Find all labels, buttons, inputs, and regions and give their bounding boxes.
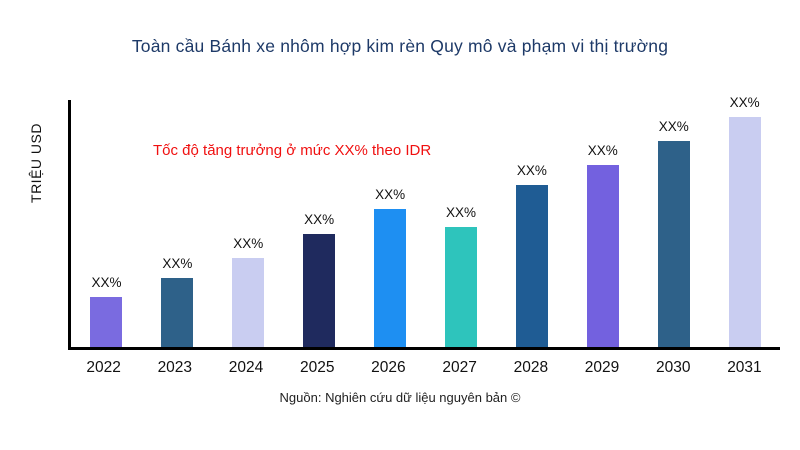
- y-axis-label: TRIỆU USD: [28, 123, 44, 203]
- bar-column: XX%: [355, 187, 426, 347]
- x-tick-label: 2028: [513, 359, 549, 376]
- x-tick-label: 2024: [228, 359, 264, 376]
- bar-column: XX%: [213, 236, 284, 347]
- bar: [657, 141, 690, 347]
- bar: [303, 234, 336, 347]
- x-tick-label: 2029: [584, 359, 620, 376]
- x-tick-label: 2031: [727, 359, 762, 376]
- bar-column: XX%: [567, 143, 638, 347]
- bar-value-label: XX%: [375, 187, 406, 202]
- chart-title: Toàn cầu Bánh xe nhôm hợp kim rèn Quy mô…: [131, 36, 669, 56]
- bar-value-label: XX%: [729, 95, 760, 110]
- bars-container: XX% XX% XX% XX% XX% XX% XX% XX% XX% XX%: [71, 95, 780, 347]
- bar-value-label: XX%: [445, 205, 476, 220]
- bar: [728, 117, 761, 347]
- bar-column: XX%: [638, 119, 709, 347]
- bar: [232, 258, 265, 347]
- bar-value-label: XX%: [658, 119, 689, 134]
- bar-value-label: XX%: [91, 275, 122, 290]
- bar-value-label: XX%: [587, 143, 618, 158]
- bar: [161, 278, 194, 347]
- bar-value-label: XX%: [516, 163, 547, 178]
- bar: [444, 227, 477, 347]
- growth-annotation: Tốc độ tăng trưởng ở mức XX% theo IDR: [153, 142, 432, 159]
- bar-column: XX%: [284, 212, 355, 347]
- x-tick-label: 2023: [157, 359, 193, 376]
- source-note: Nguồn: Nghiên cứu dữ liệu nguyên bản ©: [279, 390, 521, 405]
- bar: [586, 165, 619, 347]
- bar-value-label: XX%: [233, 236, 264, 251]
- bar-column: XX%: [496, 163, 567, 347]
- bar-column: XX%: [709, 95, 780, 347]
- bar-column: XX%: [426, 205, 497, 347]
- bar: [515, 185, 548, 347]
- bar-value-label: XX%: [162, 256, 193, 271]
- x-axis-labels: 2022 2023 2024 2025 2026 2027 2028 2029 2030 2031: [68, 353, 780, 377]
- x-tick-label: 2027: [442, 359, 477, 376]
- bar: [90, 297, 123, 347]
- x-tick-label: 2025: [299, 359, 335, 376]
- x-tick-label: 2026: [371, 359, 406, 376]
- plot-area: XX% XX% XX% XX% XX% XX% XX% XX% XX% XX% Tốc độ tă…: [68, 95, 780, 350]
- bar-column: XX%: [142, 256, 213, 347]
- x-tick-label: 2022: [86, 359, 121, 376]
- x-tick-label: 2030: [655, 359, 691, 376]
- bar-column: XX%: [71, 275, 142, 347]
- bar: [374, 209, 407, 347]
- bar-value-label: XX%: [304, 212, 335, 227]
